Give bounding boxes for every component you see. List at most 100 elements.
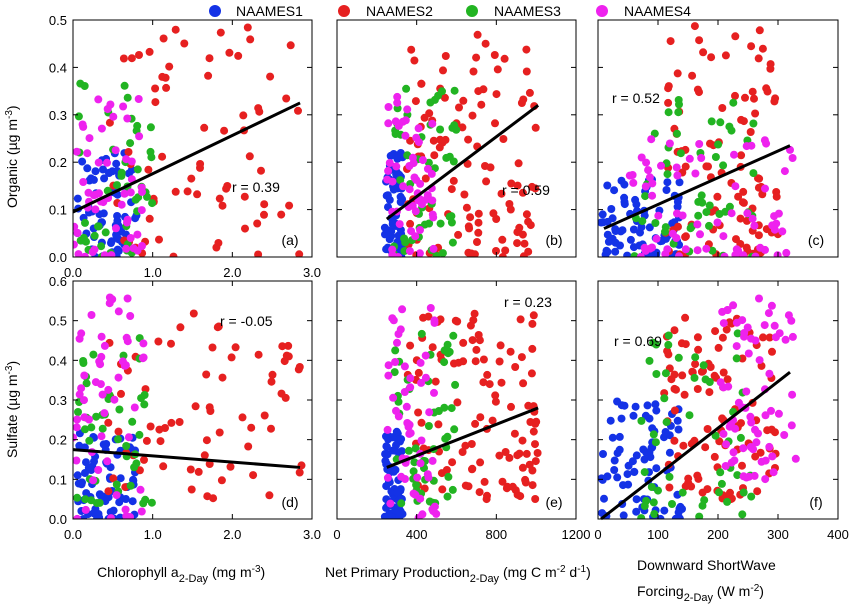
point-naames2 <box>513 239 522 248</box>
point-naames2 <box>161 424 169 432</box>
point-naames4 <box>641 182 650 191</box>
point-naames2 <box>461 481 470 490</box>
point-naames4 <box>744 349 753 358</box>
point-naames4 <box>100 409 109 418</box>
point-naames4 <box>426 304 435 312</box>
y-tick-label: 0.3 <box>49 393 67 408</box>
point-naames3 <box>397 499 406 508</box>
point-naames4 <box>397 472 406 481</box>
point-naames4 <box>767 406 775 415</box>
point-naames2 <box>533 449 542 457</box>
point-naames2 <box>506 347 515 356</box>
x-tick-label: 200 <box>707 527 729 542</box>
point-naames2 <box>206 407 215 415</box>
point-naames3 <box>661 227 669 236</box>
point-naames3 <box>94 222 102 231</box>
point-naames4 <box>112 491 121 500</box>
point-naames4 <box>729 448 738 457</box>
point-naames2 <box>707 53 716 62</box>
point-naames2 <box>531 440 539 449</box>
point-naames2 <box>519 379 528 388</box>
point-naames4 <box>672 163 681 172</box>
point-naames2 <box>434 420 443 429</box>
point-naames2 <box>410 56 419 65</box>
y-tick-label: 0.2 <box>49 155 67 170</box>
point-naames4 <box>778 227 787 236</box>
point-naames4 <box>75 390 84 399</box>
point-naames3 <box>81 425 89 434</box>
point-naames2 <box>417 79 426 88</box>
point-naames2 <box>208 343 217 352</box>
point-naames1 <box>611 238 620 247</box>
point-naames3 <box>749 119 758 128</box>
correlation-label: r = 0.59 <box>502 182 550 198</box>
point-naames4 <box>73 456 81 465</box>
point-naames3 <box>708 246 717 255</box>
point-naames2 <box>146 422 155 431</box>
point-naames3 <box>396 176 405 185</box>
point-naames4 <box>126 234 135 242</box>
panel-label: (c) <box>808 232 824 248</box>
panel-frame <box>72 19 313 258</box>
point-naames2 <box>464 135 473 144</box>
point-naames1 <box>91 167 100 176</box>
point-naames4 <box>636 252 645 257</box>
point-naames1 <box>626 235 635 244</box>
point-naames2 <box>104 487 113 496</box>
point-naames4 <box>430 502 439 511</box>
point-naames2 <box>424 312 433 321</box>
point-naames2 <box>501 246 510 255</box>
point-naames1 <box>128 497 137 506</box>
point-naames1 <box>113 245 122 254</box>
point-naames2 <box>196 160 205 168</box>
point-naames4 <box>89 476 98 485</box>
point-naames1 <box>652 406 661 415</box>
point-naames2 <box>738 354 747 363</box>
point-naames2 <box>490 51 499 59</box>
point-naames4 <box>79 178 88 186</box>
point-naames4 <box>788 332 797 341</box>
point-naames2 <box>763 426 772 435</box>
point-naames3 <box>649 338 658 347</box>
point-naames3 <box>714 140 723 149</box>
point-naames4 <box>114 307 123 316</box>
point-naames4 <box>75 334 84 343</box>
point-naames2 <box>772 192 781 201</box>
panel-frame <box>336 19 577 258</box>
point-naames2 <box>531 184 540 193</box>
point-naames4 <box>408 153 417 162</box>
point-naames2 <box>734 192 743 201</box>
point-naames2 <box>499 135 508 143</box>
point-naames2 <box>247 423 256 432</box>
y-tick-label: 0.4 <box>49 60 67 75</box>
point-naames2 <box>518 436 527 445</box>
point-naames3 <box>79 233 88 242</box>
point-naames1 <box>660 506 669 515</box>
point-naames1 <box>610 466 619 474</box>
point-naames2 <box>421 174 430 183</box>
point-naames3 <box>147 498 156 507</box>
point-naames2 <box>673 69 682 78</box>
point-naames4 <box>406 429 415 438</box>
point-naames3 <box>665 472 674 481</box>
point-naames2 <box>241 224 249 233</box>
point-naames4 <box>768 221 777 230</box>
point-naames2 <box>497 189 506 198</box>
point-naames3 <box>690 373 699 382</box>
point-naames4 <box>425 408 434 417</box>
point-naames2 <box>664 82 673 91</box>
legend-label-naames1: NAAMES1 <box>236 3 303 19</box>
point-naames3 <box>663 170 672 179</box>
point-naames4 <box>388 245 397 254</box>
point-naames2 <box>473 30 482 39</box>
point-naames3 <box>637 416 646 425</box>
point-naames2 <box>249 471 258 480</box>
point-naames3 <box>444 472 453 481</box>
point-naames2 <box>475 336 484 345</box>
point-naames4 <box>629 178 638 187</box>
point-naames4 <box>747 418 756 427</box>
point-naames4 <box>791 454 800 463</box>
point-naames4 <box>780 167 789 176</box>
point-naames4 <box>406 374 415 383</box>
panel-label: (d) <box>281 494 298 510</box>
